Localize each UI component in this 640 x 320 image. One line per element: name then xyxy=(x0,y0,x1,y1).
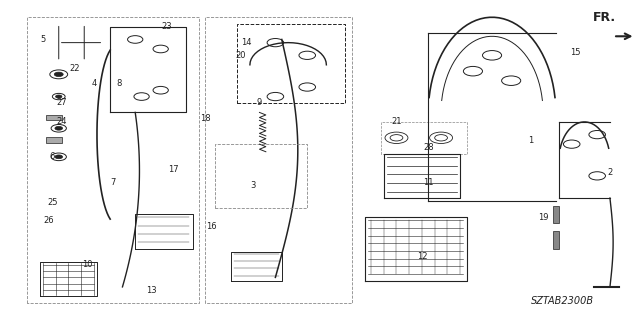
Text: 21: 21 xyxy=(391,117,402,126)
Text: 23: 23 xyxy=(162,22,172,31)
Text: 26: 26 xyxy=(44,216,54,225)
Text: 24: 24 xyxy=(57,117,67,126)
Circle shape xyxy=(55,155,63,159)
Polygon shape xyxy=(46,137,62,142)
Text: 7: 7 xyxy=(110,178,116,187)
Text: 1: 1 xyxy=(527,136,533,146)
Text: 10: 10 xyxy=(82,260,93,269)
Text: 20: 20 xyxy=(235,51,246,60)
Text: 19: 19 xyxy=(538,212,548,222)
Text: 5: 5 xyxy=(40,35,45,44)
Text: 28: 28 xyxy=(423,143,434,152)
Text: 6: 6 xyxy=(50,152,55,161)
Polygon shape xyxy=(552,206,559,223)
Text: 3: 3 xyxy=(250,181,256,190)
Text: 17: 17 xyxy=(168,165,179,174)
Text: 14: 14 xyxy=(241,38,252,47)
Circle shape xyxy=(56,95,62,98)
Circle shape xyxy=(54,72,63,76)
Circle shape xyxy=(55,126,63,130)
Text: 22: 22 xyxy=(69,63,80,73)
Text: 27: 27 xyxy=(56,99,67,108)
Polygon shape xyxy=(46,115,62,120)
Polygon shape xyxy=(552,231,559,249)
Text: 25: 25 xyxy=(47,198,58,207)
Text: 4: 4 xyxy=(91,79,97,88)
Text: SZTAB2300B: SZTAB2300B xyxy=(531,296,594,306)
Text: FR.: FR. xyxy=(593,11,616,24)
Text: 18: 18 xyxy=(200,114,211,123)
Text: 9: 9 xyxy=(257,99,262,108)
Text: 13: 13 xyxy=(146,285,156,295)
Text: 16: 16 xyxy=(206,222,217,231)
Text: 8: 8 xyxy=(116,79,122,88)
Text: 15: 15 xyxy=(570,48,580,57)
Text: 12: 12 xyxy=(417,252,428,261)
Text: 2: 2 xyxy=(607,168,612,177)
Text: 11: 11 xyxy=(423,178,433,187)
